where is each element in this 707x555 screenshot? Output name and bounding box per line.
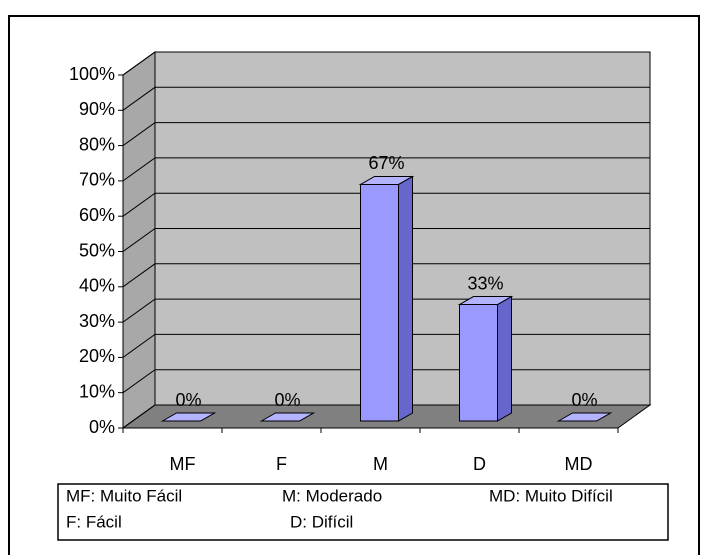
bar-top <box>160 412 217 422</box>
bar-side <box>398 175 413 422</box>
bar <box>457 295 514 422</box>
value-label: 67% <box>368 153 404 173</box>
legend-note: D: Difícil <box>290 512 353 531</box>
grid-line <box>122 122 650 147</box>
value-label: 0% <box>274 390 300 410</box>
y-tick-label: 30% <box>79 311 115 331</box>
bar-side <box>497 295 512 422</box>
legend-note: MD: Muito Difícil <box>489 486 613 505</box>
x-tick-label: M <box>373 454 388 474</box>
y-tick-label: 40% <box>79 276 115 296</box>
legend-note: MF: Muito Fácil <box>66 486 182 505</box>
y-tick-label: 50% <box>79 240 115 260</box>
value-label: 33% <box>467 273 503 293</box>
bar <box>358 175 415 422</box>
grid-line <box>122 228 650 252</box>
bar-front <box>360 183 399 422</box>
grid-line <box>122 192 650 217</box>
y-tick-label: 90% <box>79 99 115 119</box>
value-label: 0% <box>571 390 597 410</box>
legend-note: F: Fácil <box>66 512 122 531</box>
y-tick-label: 80% <box>79 134 115 154</box>
bar <box>160 412 217 422</box>
grid-line <box>122 51 650 76</box>
x-tick-label: MD <box>565 454 593 474</box>
x-tick-label: MF <box>170 454 196 474</box>
y-tick-label: 10% <box>79 381 115 401</box>
grid-line <box>122 86 650 111</box>
bar-top <box>358 175 415 185</box>
legend-note: M: Moderado <box>282 486 382 505</box>
bar <box>556 412 613 422</box>
y-tick-label: 20% <box>79 346 115 366</box>
y-tick-label: 70% <box>79 170 115 190</box>
y-tick-label: 60% <box>79 205 115 225</box>
x-tick-label: F <box>276 454 287 474</box>
y-tick-label: 100% <box>69 64 115 84</box>
bar-front <box>459 304 498 422</box>
legend-box <box>57 483 669 541</box>
bar-top <box>457 296 514 306</box>
bar-top <box>259 412 316 422</box>
value-label: 0% <box>175 390 201 410</box>
bar <box>259 412 316 422</box>
grid-line <box>122 157 650 182</box>
y-tick-label: 0% <box>89 417 115 437</box>
bar-top <box>556 412 613 422</box>
x-tick-label: D <box>473 454 486 474</box>
grid-line <box>122 263 650 288</box>
